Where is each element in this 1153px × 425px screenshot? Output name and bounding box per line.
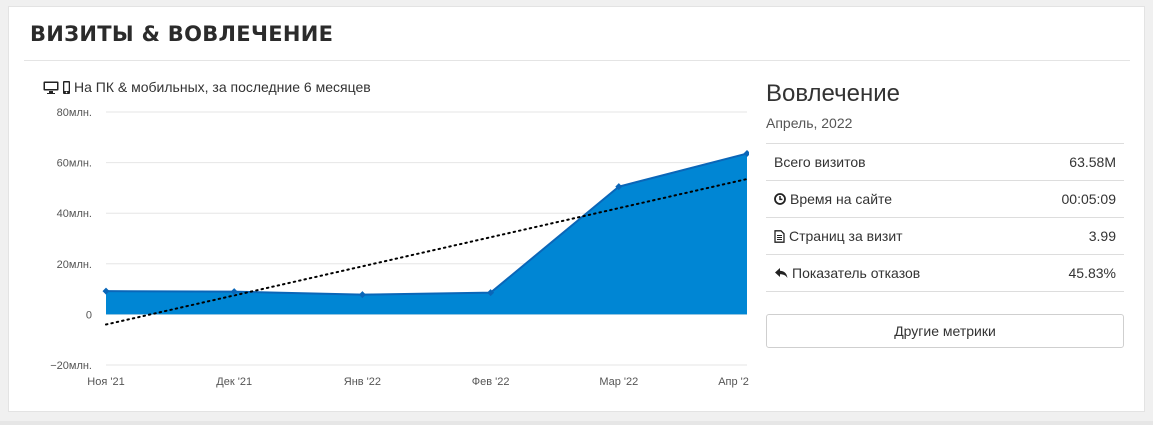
- y-tick-label: 20млн.: [57, 259, 92, 271]
- x-tick-label: Ноя '21: [87, 376, 124, 388]
- visits-engagement-card: ВИЗИТЫ & ВОВЛЕЧЕНИЕ На ПК & мобильных, з…: [8, 6, 1145, 412]
- metric-label: Показатель отказов: [792, 265, 921, 281]
- document-icon: [774, 229, 785, 243]
- x-tick-label: Дек '21: [216, 376, 252, 388]
- desktop-icon: [43, 81, 59, 94]
- metric-value: 3.99: [1088, 228, 1116, 244]
- card-title: ВИЗИТЫ & ВОВЛЕЧЕНИЕ: [30, 22, 334, 46]
- metric-row-total-visits: Всего визитов 63.58M: [766, 144, 1124, 181]
- panel-subtitle: Апрель, 2022: [766, 115, 853, 131]
- series-line: [105, 152, 748, 296]
- data-point: [358, 291, 366, 299]
- metric-value: 00:05:09: [1061, 191, 1117, 207]
- reply-arrow-icon: [774, 267, 788, 279]
- data-point: [102, 287, 110, 295]
- chart-caption-text: На ПК & мобильных, за последние 6 месяце…: [74, 79, 371, 95]
- series-area: [106, 153, 747, 315]
- title-divider: [24, 60, 1130, 61]
- metric-row-pages-per-visit: Страниц за визит 3.99: [766, 218, 1124, 255]
- data-point: [743, 150, 749, 158]
- chart-caption: На ПК & мобильных, за последние 6 месяце…: [43, 79, 371, 95]
- metric-label: Всего визитов: [774, 154, 866, 170]
- x-tick-label: Апр '22: [718, 376, 749, 388]
- y-tick-label: −20млн.: [50, 360, 92, 372]
- visits-area-chart: 80млн. 60млн. 40млн. 20млн. 0 −20млн. Ноя '21 Д…: [50, 107, 749, 388]
- metric-label: Время на сайте: [790, 191, 893, 207]
- engagement-panel: Вовлечение Апрель, 2022 Всего визитов 63…: [766, 77, 1124, 348]
- more-metrics-button[interactable]: Другие метрики: [766, 314, 1124, 348]
- trend-line: [105, 178, 748, 326]
- metric-label: Страниц за визит: [789, 228, 903, 244]
- data-point: [615, 183, 623, 191]
- data-point: [230, 288, 238, 296]
- bottom-strip: [0, 421, 1153, 425]
- x-tick-label: Фев '22: [472, 376, 510, 388]
- data-point: [487, 289, 495, 297]
- y-tick-label: 80млн.: [57, 107, 92, 119]
- metric-value: 63.58M: [1069, 154, 1116, 170]
- metrics-table: Всего визитов 63.58M Время на сайте 00:0…: [766, 143, 1124, 292]
- y-tick-label: 40млн.: [57, 208, 92, 220]
- clock-icon: [774, 193, 786, 205]
- panel-title: Вовлечение: [766, 80, 900, 107]
- mobile-icon: [63, 80, 70, 94]
- metric-row-time-on-site: Время на сайте 00:05:09: [766, 181, 1124, 218]
- x-tick-label: Янв '22: [344, 376, 381, 388]
- y-tick-label: 60млн.: [57, 158, 92, 170]
- y-tick-label: 0: [86, 309, 92, 321]
- metric-value: 45.83%: [1068, 265, 1116, 281]
- x-tick-label: Мар '22: [599, 376, 638, 388]
- metric-row-bounce-rate: Показатель отказов 45.83%: [766, 255, 1124, 292]
